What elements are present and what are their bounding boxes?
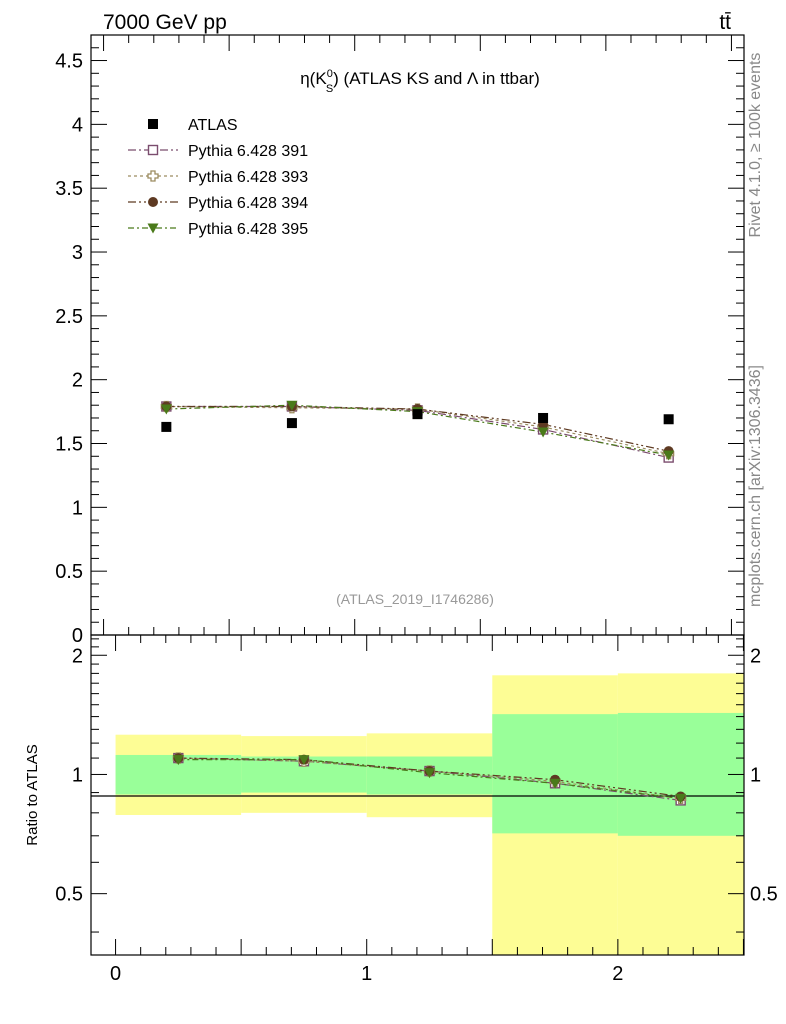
legend-label: Pythia 6.428 395 xyxy=(188,221,308,238)
ratio-y-tick-label-right: 0.5 xyxy=(750,884,778,906)
ratio-inner-band xyxy=(492,714,618,834)
main-point-pythia-6.428-395 xyxy=(286,400,298,411)
ratio-y-tick-label: 2 xyxy=(72,645,83,667)
mcplots-label: mcplots.cern.ch [arXiv:1306.3436] xyxy=(747,365,764,607)
main-y-tick-label: 4 xyxy=(72,114,83,136)
legend-marker xyxy=(147,144,159,156)
x-tick-labels: 0 1 2 xyxy=(110,963,623,985)
ratio-point-pythia-6.428-395 xyxy=(549,778,561,789)
main-point-pythia-6.428-395 xyxy=(537,427,549,438)
ratio-point-pythia-6.428-395 xyxy=(172,755,184,766)
ratio-y-tick-labels: 0.5 0.5 1 1 2 2 xyxy=(55,645,778,905)
legend-marker xyxy=(147,170,159,182)
rivet-label: Rivet 4.1.0, ≥ 100k events xyxy=(747,53,764,238)
main-line-pythia-6.428-395 xyxy=(166,404,669,456)
header-process-label: tt̄ xyxy=(719,11,731,34)
ratio-uncertainty-bands xyxy=(115,673,744,955)
legend-label: Pythia 6.428 394 xyxy=(188,195,308,212)
x-tick-label: 1 xyxy=(361,963,372,985)
ratio-inner-band xyxy=(617,712,744,836)
legend-label: Pythia 6.428 391 xyxy=(188,143,308,160)
main-ticks xyxy=(91,35,744,636)
ratio-markers xyxy=(172,752,687,806)
analysis-watermark: (ATLAS_2019_I1746286) xyxy=(336,591,494,607)
legend-label: ATLAS xyxy=(188,117,238,134)
main-y-tick-label: 2 xyxy=(72,370,83,392)
legend-marker xyxy=(148,119,158,129)
main-point-pythia-6.428-395 xyxy=(663,450,675,461)
ratio-y-tick-label: 0.5 xyxy=(55,884,83,906)
ratio-y-axis-label: Ratio to ATLAS xyxy=(24,744,41,845)
main-point-atlas xyxy=(286,418,297,429)
ratio-point-pythia-6.428-395 xyxy=(424,768,435,779)
title-pre: η(K xyxy=(300,69,327,88)
x-tick-label: 0 xyxy=(110,963,121,985)
main-panel: 00.511.522.533.544.5 η(K0 S) (ATLAS KS an… xyxy=(55,34,745,647)
ratio-line-pythia-6.428-395 xyxy=(178,759,681,800)
main-markers xyxy=(160,400,675,463)
main-line-pythia-6.428-393 xyxy=(166,405,669,455)
ratio-y-tick-label-right: 1 xyxy=(750,764,761,786)
title-post: ) (ATLAS KS and Λ in ttbar) xyxy=(333,69,540,88)
main-y-tick-label: 0 xyxy=(72,625,83,647)
main-line-pythia-6.428-394 xyxy=(166,405,669,452)
main-y-tick-label: 0.5 xyxy=(55,561,83,583)
legend-marker xyxy=(147,223,159,234)
main-point-atlas xyxy=(538,412,549,423)
main-point-atlas xyxy=(161,421,172,432)
main-y-tick-label: 1 xyxy=(72,497,83,519)
ratio-y-tick-label: 1 xyxy=(72,764,83,786)
x-tick-label: 2 xyxy=(612,963,623,985)
header-energy-label: 7000 GeV pp xyxy=(103,11,227,34)
main-y-tick-labels: 0 0.5 1 1.5 2 2.5 3 3.5 4 4.5 xyxy=(55,51,83,647)
legend: ATLAS Pythia 6.428 391 Pythia 6.428 393 Pyt… xyxy=(128,117,308,238)
main-y-tick-label: 3 xyxy=(72,242,83,264)
ratio-y-tick-label-right: 2 xyxy=(750,645,761,667)
chart-title: η(K0 S) (ATLAS KS and Λ in ttbar) xyxy=(300,68,540,95)
ratio-frame xyxy=(90,634,745,956)
title-sup: 0 xyxy=(327,68,333,80)
ratio-ticks xyxy=(91,635,744,955)
main-y-tick-label: 2.5 xyxy=(55,306,83,328)
ratio-point-pythia-6.428-395 xyxy=(298,755,310,766)
main-y-tick-label: 3.5 xyxy=(55,178,83,200)
ratio-point-pythia-6.428-395 xyxy=(675,793,687,804)
main-point-atlas xyxy=(663,414,674,425)
ratio-panel: 0.5 0.5 1 1 2 2 0 1 2 Ratio to ATLAS xyxy=(24,634,778,985)
legend-marker xyxy=(148,197,158,207)
main-point-pythia-6.428-395 xyxy=(160,404,172,415)
main-y-tick-label: 1.5 xyxy=(55,434,83,456)
main-point-atlas xyxy=(412,409,423,420)
title-sub: S xyxy=(326,83,333,95)
main-y-tick-label: 4.5 xyxy=(55,51,83,73)
legend-label: Pythia 6.428 393 xyxy=(188,169,308,186)
